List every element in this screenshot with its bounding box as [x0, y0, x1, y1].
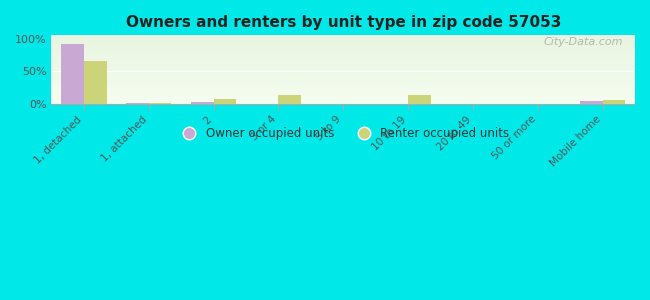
Bar [278, 95, 301, 104]
Title: Owners and renters by unit type in zip code 57053: Owners and renters by unit type in zip c… [125, 15, 561, 30]
Bar [84, 61, 107, 104]
Bar [61, 44, 84, 104]
Legend: Owner occupied units, Renter occupied units: Owner occupied units, Renter occupied un… [173, 122, 514, 145]
Bar [149, 103, 172, 104]
Bar [191, 102, 214, 104]
Text: City-Data.com: City-Data.com [544, 38, 623, 47]
Bar [408, 95, 431, 104]
Bar [126, 103, 149, 104]
Bar [580, 101, 603, 104]
Bar [603, 100, 625, 104]
Bar [214, 99, 236, 104]
